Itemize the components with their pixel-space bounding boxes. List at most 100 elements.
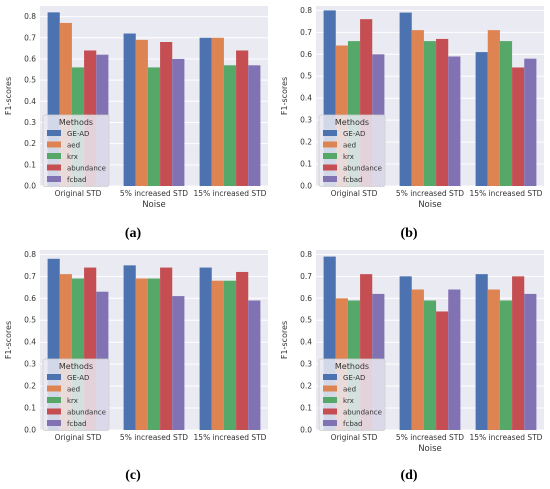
legend-label: aed [343, 142, 356, 150]
legend-swatch [47, 374, 61, 380]
bar-abundance [236, 50, 249, 187]
y-tick-label: 0.1 [24, 404, 36, 413]
bar-fcbad [448, 56, 461, 186]
chart-panel-d: 0.0 0.1 0.2 0.3 0.4 0.5 0.6 0.7 0.8 Original STD 5… [280, 250, 544, 454]
legend-label: GE-AD [343, 374, 365, 382]
legend-swatch [323, 153, 337, 159]
bar-aed [211, 280, 224, 430]
bar-fcbad [448, 289, 461, 430]
y-tick-label: 0.2 [24, 139, 36, 148]
caption-b: (b) [400, 226, 418, 241]
legend-swatch [323, 164, 337, 171]
y-tick-label: 0.5 [300, 72, 312, 81]
y-tick-label: 0.4 [24, 97, 36, 106]
bar-aed [487, 30, 500, 186]
x-axis-label: Noise [142, 200, 166, 210]
legend-label: GE-AD [343, 130, 365, 138]
x-tick-label: 15% increased STD [470, 433, 543, 442]
bar-krx [423, 300, 437, 430]
bar-krx [223, 65, 237, 186]
y-tick-label: 0.4 [24, 338, 36, 347]
legend-swatch [323, 141, 337, 148]
x-tick-label: 15% increased STD [194, 189, 267, 198]
x-axis-label: Noise [418, 200, 442, 210]
chart-panel-b: 0.0 0.1 0.2 0.3 0.4 0.5 0.6 0.7 0.8 Original STD 5… [280, 6, 544, 210]
legend-label: krx [67, 153, 78, 161]
legend-swatch [47, 164, 61, 171]
legend-label: fcbad [343, 420, 363, 428]
y-tick-label: 0.6 [300, 294, 312, 303]
y-tick-label: 0.0 [24, 426, 36, 435]
bar-krx [499, 41, 513, 187]
bar-fcbad [248, 300, 261, 430]
bar-abundance [160, 267, 173, 430]
legend-label: GE-AD [67, 130, 89, 138]
bar-fcbad [524, 58, 537, 187]
y-tick-label: 0.7 [24, 33, 36, 42]
bar-aed [135, 39, 148, 186]
x-tick-label: 15% increased STD [194, 433, 267, 442]
legend-swatch [323, 130, 337, 136]
y-tick-label: 0.5 [24, 316, 36, 325]
y-tick-label: 0.3 [24, 360, 36, 369]
bar-aed [135, 278, 148, 430]
bar-ge-ad [475, 274, 488, 430]
caption-c: (c) [125, 468, 141, 483]
bar-krx [423, 41, 437, 187]
bar-ge-ad [475, 52, 488, 186]
y-tick-label: 0.6 [24, 54, 36, 63]
bar-abundance [512, 276, 525, 430]
legend-swatch [47, 153, 61, 159]
y-tick-label: 0.3 [300, 360, 312, 369]
x-tick-label: Original STD [331, 433, 378, 442]
legend-label: fcbad [67, 420, 87, 428]
legend-swatch [323, 408, 337, 415]
y-tick-label: 0.8 [24, 250, 36, 259]
bar-ge-ad [199, 267, 212, 430]
bar-fcbad [248, 65, 261, 186]
bar-aed [211, 37, 224, 186]
bar-krx [499, 300, 513, 430]
y-tick-label: 0.2 [24, 382, 36, 391]
legend-title: Methods [335, 118, 369, 127]
legend-label: aed [343, 386, 356, 394]
bar-krx [147, 67, 161, 186]
legend-label: krx [67, 397, 78, 405]
legend-title: Methods [59, 362, 93, 371]
bar-abundance [160, 42, 173, 186]
y-tick-label: 0.2 [300, 382, 312, 391]
bar-abundance [236, 271, 249, 430]
y-tick-label: 0.5 [24, 76, 36, 85]
legend-swatch [47, 130, 61, 136]
y-tick-label: 0.1 [300, 404, 312, 413]
bar-fcbad [524, 293, 537, 430]
bar-fcbad [172, 58, 185, 186]
y-tick-label: 0.5 [300, 316, 312, 325]
y-tick-label: 0.4 [300, 94, 312, 103]
legend-swatch [323, 397, 337, 403]
x-axis-label: Noise [418, 444, 442, 454]
y-tick-label: 0.8 [300, 250, 312, 259]
legend-swatch [47, 141, 61, 148]
chart-panel-c: 0.0 0.1 0.2 0.3 0.4 0.5 0.6 0.7 0.8 Original STD 5… [4, 250, 268, 442]
legend-label: aed [67, 386, 80, 394]
legend-label: fcbad [343, 176, 363, 184]
x-tick-label: 5% increased STD [120, 433, 188, 442]
legend-label: abundance [343, 409, 382, 417]
bar-ge-ad [399, 276, 412, 430]
legend-label: abundance [343, 165, 382, 173]
y-tick-label: 0.6 [24, 294, 36, 303]
legend-label: abundance [67, 409, 106, 417]
y-tick-label: 0.4 [300, 338, 312, 347]
bar-abundance [436, 38, 449, 186]
y-tick-label: 0.7 [300, 272, 312, 281]
bar-ge-ad [123, 33, 136, 186]
legend-label: krx [343, 153, 354, 161]
y-tick-label: 0.8 [300, 6, 312, 15]
x-tick-label: Original STD [55, 189, 102, 198]
y-tick-label: 0.7 [300, 28, 312, 37]
x-tick-label: 15% increased STD [470, 189, 543, 198]
x-tick-label: Original STD [331, 189, 378, 198]
x-tick-label: 5% increased STD [396, 189, 464, 198]
